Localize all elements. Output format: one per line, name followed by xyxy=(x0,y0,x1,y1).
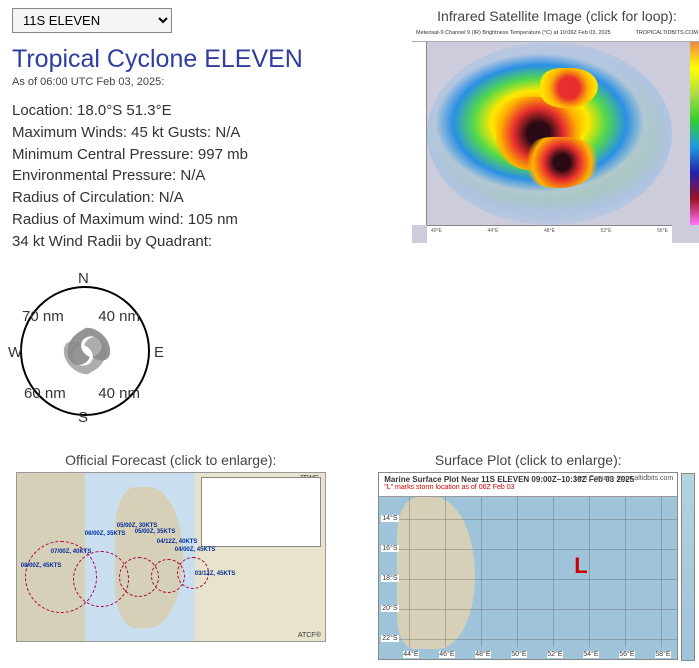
sat-axis-y xyxy=(412,42,427,225)
track-pt: 03/12Z, 45KTS xyxy=(195,571,236,577)
storm-L-marker: L xyxy=(574,553,587,579)
page-title: Tropical Cyclone ELEVEN xyxy=(12,45,372,74)
radii-nw: 70 nm xyxy=(22,308,64,325)
sat-xtick: 56°E xyxy=(657,228,668,241)
forecast-source-br: ATCF® xyxy=(298,632,321,639)
track-pt: 08/00Z, 45KTS xyxy=(21,563,62,569)
sat-titlebar-right: TROPICALTIDBITS.COM xyxy=(635,30,698,39)
sat-image: Meteosat-9 Channel 9 (IR) Brightness Tem… xyxy=(412,28,699,243)
stat-roc: Radius of Circulation: N/A xyxy=(12,187,372,209)
track-pt: 05/00Z, 35KTS xyxy=(135,529,176,535)
lon-tick: 54°E xyxy=(583,651,598,658)
surface-credit: Levi Cowan · tropicaltidbits.com xyxy=(574,475,673,482)
cyclone-icon xyxy=(58,322,116,380)
sat-titlebar: Meteosat-9 Channel 9 (IR) Brightness Tem… xyxy=(412,28,699,42)
lat-tick: 22°S xyxy=(381,635,398,642)
stat-maxwinds: Maximum Winds: 45 kt Gusts: N/A xyxy=(12,122,372,144)
track-pt: 04/00Z, 45KTS xyxy=(175,547,216,553)
radii-sw: 60 nm xyxy=(24,385,66,402)
lon-tick: 46°E xyxy=(439,651,454,658)
lon-tick: 48°E xyxy=(475,651,490,658)
sat-caption: Infrared Satellite Image (click for loop… xyxy=(412,8,699,24)
stat-rmw: Radius of Maximum wind: 105 nm xyxy=(12,209,372,231)
lon-tick: 58°E xyxy=(655,651,670,658)
lon-tick: 50°E xyxy=(511,651,526,658)
as-of-time: As of 06:00 UTC Feb 03, 2025: xyxy=(12,76,372,88)
track-pt: 06/00Z, 35KTS xyxy=(85,531,126,537)
surface-image-link[interactable]: Marine Surface Plot Near 11S ELEVEN 09:0… xyxy=(378,472,678,660)
compass-e: E xyxy=(154,344,164,361)
forecast-legend-box xyxy=(201,477,321,547)
forecast-caption: Official Forecast (click to enlarge): xyxy=(12,452,330,468)
track-pt: 04/12Z, 40KTS xyxy=(157,539,198,545)
lat-tick: 20°S xyxy=(381,605,398,612)
storm-select[interactable]: 11S ELEVEN xyxy=(12,8,172,33)
sat-xtick: 44°E xyxy=(488,228,499,241)
lat-tick: 18°S xyxy=(381,575,398,582)
forecast-image-link[interactable]: JTWC 03/12Z, 45KTS 04/00Z, 45KTS 04/12Z,… xyxy=(16,472,326,642)
lat-tick: 14°S xyxy=(381,515,398,522)
stat-location: Location: 18.0°S 51.3°E xyxy=(12,100,372,122)
surface-subtitle: "L" marks storm location as of 06Z Feb 0… xyxy=(384,484,672,491)
surface-titlebar: Marine Surface Plot Near 11S ELEVEN 09:0… xyxy=(379,473,677,497)
stat-envp: Environmental Pressure: N/A xyxy=(12,165,372,187)
sat-axis-x: 40°E 44°E 48°E 52°E 56°E xyxy=(427,225,672,243)
stat-radii34: 34 kt Wind Radii by Quadrant: xyxy=(12,231,372,253)
adjacent-map-sliver xyxy=(681,473,695,661)
lon-tick: 44°E xyxy=(403,651,418,658)
wind-radii-compass: N S W E 40 nm 70 nm 60 nm 40 nm xyxy=(12,270,162,420)
track-pt: 05/00Z, 30KTS xyxy=(117,523,158,529)
sat-xtick: 48°E xyxy=(544,228,555,241)
sat-xtick: 40°E xyxy=(431,228,442,241)
compass-w: W xyxy=(8,344,22,361)
surface-caption: Surface Plot (click to enlarge): xyxy=(370,452,688,468)
landmass-madagascar xyxy=(115,487,183,628)
sat-colorbar xyxy=(690,42,699,225)
radii-se: 40 nm xyxy=(98,385,140,402)
lon-tick: 52°E xyxy=(547,651,562,658)
stat-mcp: Minimum Central Pressure: 997 mb xyxy=(12,144,372,166)
stats-block: Location: 18.0°S 51.3°E Maximum Winds: 4… xyxy=(12,100,372,252)
compass-s: S xyxy=(78,409,88,426)
sat-xtick: 52°E xyxy=(601,228,612,241)
lat-tick: 16°S xyxy=(381,545,398,552)
radii-ne: 40 nm xyxy=(98,308,140,325)
sat-image-link[interactable]: Meteosat-9 Channel 9 (IR) Brightness Tem… xyxy=(412,28,699,243)
lon-tick: 56°E xyxy=(619,651,634,658)
sat-cloud-swirl xyxy=(427,42,672,225)
track-pt: 07/00Z, 40KTS xyxy=(51,549,92,555)
compass-n: N xyxy=(78,270,89,287)
sat-titlebar-left: Meteosat-9 Channel 9 (IR) Brightness Tem… xyxy=(416,30,611,39)
